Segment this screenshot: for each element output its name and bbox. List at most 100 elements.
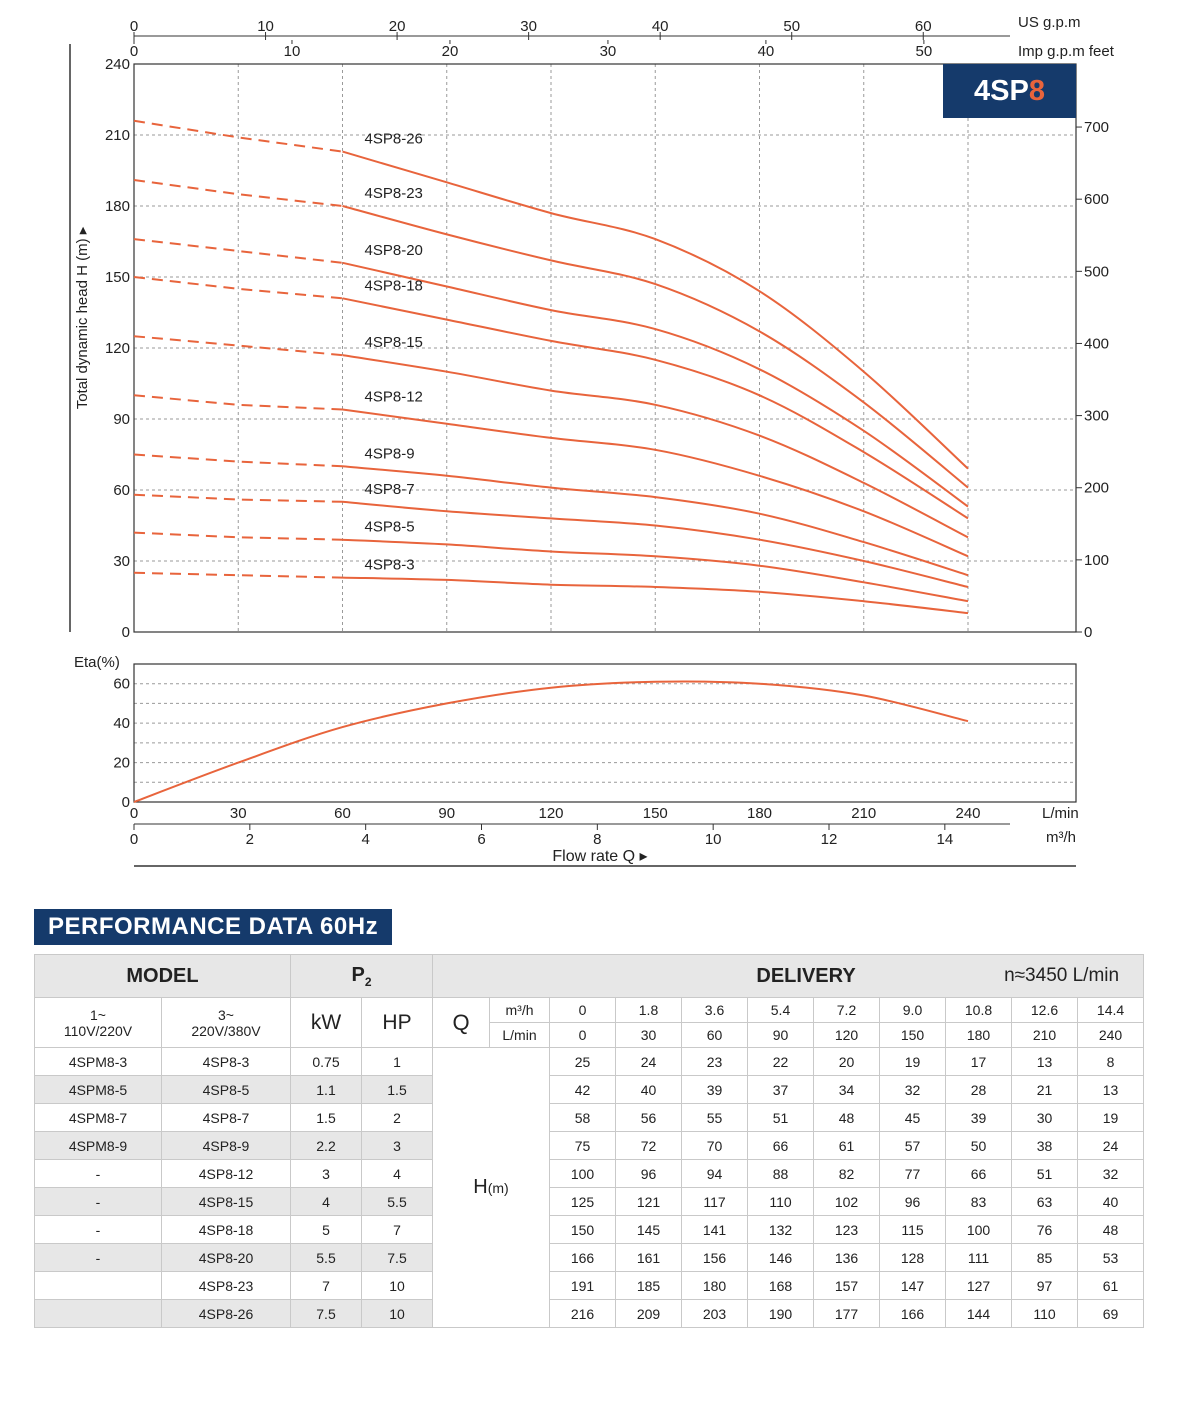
head-value-cell: 216 [549, 1299, 616, 1328]
single-phase-model-cell: 4SPM8-3 [34, 1047, 162, 1076]
y2-tick-label: 0 [1084, 624, 1092, 641]
single-phase-model-cell [34, 1299, 162, 1328]
head-value-cell: 53 [1076, 1243, 1145, 1272]
flow-lmin-cell: 90 [747, 1022, 814, 1048]
curve-label: 4SP8-5 [365, 519, 415, 536]
y2-tick-label: 600 [1084, 191, 1109, 208]
three-phase-model-cell: 4SP8-3 [161, 1047, 291, 1076]
hp-cell: 1 [361, 1047, 433, 1076]
head-value-cell: 177 [813, 1299, 880, 1328]
eta-tick-label: 60 [113, 676, 130, 693]
head-value-cell: 8 [1076, 1047, 1145, 1076]
head-value-cell: 69 [1076, 1299, 1145, 1328]
kw-cell: 5.5 [290, 1243, 362, 1272]
head-value-cell: 55 [681, 1103, 748, 1132]
head-value-cell: 209 [615, 1299, 682, 1328]
head-value-cell: 111 [945, 1243, 1012, 1272]
table-row: -4SP8-12 3 4 100 96 94 88 82 77 66 51 32 [34, 1159, 1145, 1188]
head-value-cell: 100 [945, 1215, 1012, 1244]
head-value-cell: 191 [549, 1271, 616, 1300]
lmin-tick-label: 0 [130, 805, 138, 822]
y2-tick-label: 300 [1084, 408, 1109, 425]
head-value-cell: 127 [945, 1271, 1012, 1300]
curve-label: 4SP8-23 [365, 185, 423, 202]
head-value-cell: 30 [1011, 1103, 1078, 1132]
head-value-cell: 121 [615, 1187, 682, 1216]
flow-m3h-cell: 10.8 [945, 997, 1012, 1023]
head-curve-4sp8-3 [342, 576, 969, 615]
delivery-label: DELIVERY [756, 964, 856, 987]
head-value-cell: 82 [813, 1159, 880, 1188]
head-value-cell: 88 [747, 1159, 814, 1188]
hp-cell: 2 [361, 1103, 433, 1132]
head-value-cell: 37 [747, 1075, 814, 1104]
head-value-cell: 70 [681, 1131, 748, 1160]
head-value-cell: 61 [1076, 1271, 1145, 1300]
y-tick-label: 240 [105, 56, 130, 73]
single-phase-model-cell: - [34, 1159, 162, 1188]
head-value-cell: 57 [879, 1131, 946, 1160]
p2-subscript: 2 [364, 974, 372, 989]
flow-lmin-cell: 210 [1011, 1022, 1078, 1048]
model-header: MODEL [34, 954, 291, 998]
model-badge-accent: 8 [1028, 75, 1045, 107]
head-value-cell: 136 [813, 1243, 880, 1272]
kw-cell: 3 [290, 1159, 362, 1188]
curve-label: 4SP8-26 [365, 131, 423, 148]
three-phase-model-cell: 4SP8-18 [161, 1215, 291, 1244]
y-tick-label: 210 [105, 127, 130, 144]
usgpm-tick-label: 50 [783, 18, 800, 35]
curve-label: 4SP8-20 [365, 242, 423, 259]
head-value-cell: 61 [813, 1131, 880, 1160]
hp-cell: 7.5 [361, 1243, 433, 1272]
three-phase-line2: 220V/380V [191, 1022, 261, 1039]
head-value-cell: 110 [1011, 1299, 1078, 1328]
head-curve-4sp8-26 [342, 150, 969, 470]
table-row: 4SPM8-7 4SP8-7 1.5 2 58 56 55 51 48 45 39 30 19 [34, 1103, 1145, 1132]
head-value-cell: 123 [813, 1215, 880, 1244]
head-value-cell: 63 [1011, 1187, 1078, 1216]
performance-table: MODEL P2 DELIVERY n≈3450 L/min 1~ 110V/220… [34, 954, 1145, 1328]
m3h-tick-label: 12 [821, 831, 838, 848]
flow-lmin-cell: 30 [615, 1022, 682, 1048]
hp-cell: 5.5 [361, 1187, 433, 1216]
flow-m3h-cell: 14.4 [1076, 997, 1145, 1023]
usgpm-tick-label: 10 [257, 18, 274, 35]
q-header: Q [432, 997, 490, 1048]
head-value-cell: 28 [945, 1075, 1012, 1104]
performance-title: PERFORMANCE DATA 60Hz [34, 909, 393, 945]
lmin-tick-label: 240 [955, 805, 980, 822]
lmin-tick-label: 90 [438, 805, 455, 822]
impgpm-tick-label: 30 [600, 43, 617, 60]
head-curve-4sp8-20 [342, 261, 969, 508]
head-value-cell: 45 [879, 1103, 946, 1132]
head-value-cell: 97 [1011, 1271, 1078, 1300]
single-phase-model-cell: - [34, 1187, 162, 1216]
m3h-tick-label: 0 [130, 831, 138, 848]
head-curve-4sp8-5 [342, 538, 969, 603]
speed-label: n≈3450 L/min [1004, 964, 1120, 986]
impgpm-tick-label: 50 [916, 43, 933, 60]
m3h-tick-label: 14 [936, 831, 953, 848]
lmin-tick-label: 180 [747, 805, 772, 822]
m3h-tick-label: 8 [593, 831, 601, 848]
eta-plot-frame [133, 663, 1077, 803]
p2-header: P2 [290, 954, 433, 998]
model-badge: 4SP8 [943, 64, 1076, 118]
head-curve-4sp8-7 [342, 500, 969, 588]
head-value-cell: 77 [879, 1159, 946, 1188]
unit-lmin: L/min [489, 1022, 550, 1048]
single-phase-model-cell: - [34, 1215, 162, 1244]
head-value-cell: 19 [1076, 1103, 1145, 1132]
impgpm-tick-label: 0 [130, 43, 138, 60]
flow-m3h-cell: 5.4 [747, 997, 814, 1023]
curve-label: 4SP8-3 [365, 557, 415, 574]
y-tick-label: 90 [113, 411, 130, 428]
head-value-cell: 146 [747, 1243, 814, 1272]
head-value-cell: 132 [747, 1215, 814, 1244]
kw-cell: 2.2 [290, 1131, 362, 1160]
head-value-cell: 39 [681, 1075, 748, 1104]
head-curve-4sp8-18 [342, 297, 969, 520]
head-curve-4sp8-15 [342, 354, 969, 539]
head-value-cell: 50 [945, 1131, 1012, 1160]
